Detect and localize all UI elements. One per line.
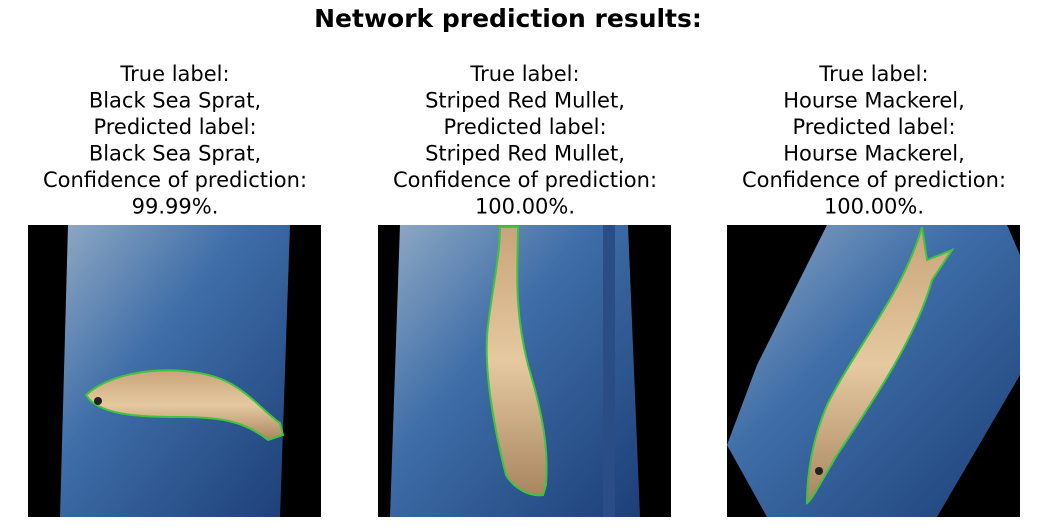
panel-label-line: True label: (119, 62, 229, 86)
panel-label-line: True label: (818, 62, 928, 86)
panel-label-line: Confidence of prediction: (393, 168, 657, 192)
panel-label-line: Striped Red Mullet, (425, 89, 625, 113)
panel-label-line: Predicted label: (792, 115, 955, 139)
panel-label-line: Hourse Mackerel, (783, 89, 965, 113)
image-2 (378, 225, 671, 517)
panel-label-line: Black Sea Sprat, (89, 89, 261, 113)
panel-label-line: Confidence of prediction: (742, 168, 1006, 192)
panel-label-line: Black Sea Sprat, (89, 142, 261, 166)
panel-label-line: 100.00%. (475, 195, 575, 219)
panel-label-line: Confidence of prediction: (43, 168, 307, 192)
panel-label-line: Predicted label: (443, 115, 606, 139)
panel-label-line: 99.99%. (132, 195, 219, 219)
image-1 (28, 225, 321, 517)
panel-label-line: Predicted label: (93, 115, 256, 139)
panel-label-line: True label: (469, 62, 579, 86)
figure-title: Network prediction results: (314, 4, 702, 33)
panel-label-line: Striped Red Mullet, (425, 142, 625, 166)
image-3 (727, 225, 1020, 517)
panel-label-line: 100.00%. (824, 195, 924, 219)
panel-label-line: Hourse Mackerel, (783, 142, 965, 166)
